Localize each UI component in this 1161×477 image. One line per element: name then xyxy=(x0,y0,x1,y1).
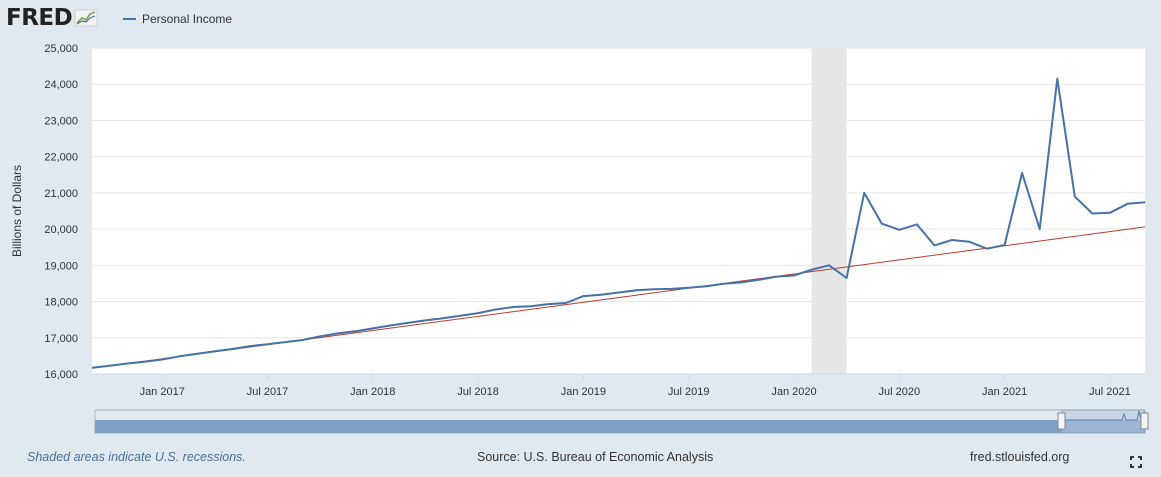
line-chart: 16,000 17,000 18,000 19,000 20,000 21,000 22,0… xyxy=(10,43,1149,434)
source-text: Source: U.S. Bureau of Economic Analysis xyxy=(477,450,714,464)
y-tick-label: 18,000 xyxy=(44,297,78,309)
recession-shade xyxy=(811,48,847,374)
x-tick-label: Jul 2020 xyxy=(879,386,921,398)
x-tick-label: Jan 2020 xyxy=(771,386,816,398)
y-axis-label: Billions of Dollars xyxy=(10,165,24,257)
trend-graph-icon xyxy=(74,9,98,27)
x-tick-label: Jan 2018 xyxy=(350,386,395,398)
x-tick-label: Jan 2017 xyxy=(140,386,185,398)
site-link[interactable]: fred.stlouisfed.org xyxy=(970,450,1070,464)
x-tick-label: Jul 2021 xyxy=(1089,386,1131,398)
y-tick-label: 17,000 xyxy=(44,333,78,345)
plot-area xyxy=(92,48,1145,374)
personal-income-line[interactable] xyxy=(91,77,1146,369)
legend-series-swatch xyxy=(123,18,136,20)
y-tick-label: 21,000 xyxy=(44,188,78,200)
y-tick-label: 16,000 xyxy=(44,369,78,381)
x-tick-label: Jan 2019 xyxy=(561,386,606,398)
y-tick-label: 19,000 xyxy=(44,260,78,272)
x-tick-label: Jul 2017 xyxy=(247,386,289,398)
fullscreen-icon[interactable] xyxy=(1130,456,1142,468)
navigator-left-handle[interactable] xyxy=(1057,412,1066,430)
y-tick-label: 24,000 xyxy=(44,79,78,91)
range-navigator[interactable] xyxy=(94,409,1149,434)
x-tick-label: Jul 2018 xyxy=(457,386,499,398)
y-tick-label: 25,000 xyxy=(44,43,78,55)
fred-logo[interactable]: FRED xyxy=(6,4,98,32)
fred-logo-text: FRED xyxy=(6,5,73,31)
navigator-right-handle[interactable] xyxy=(1140,412,1149,430)
recession-note: Shaded areas indicate U.S. recessions. xyxy=(27,450,246,464)
chart-legend[interactable]: Personal Income xyxy=(123,11,232,27)
y-tick-label: 23,000 xyxy=(44,115,78,127)
legend-series-label: Personal Income xyxy=(142,12,233,26)
x-tick-label: Jan 2021 xyxy=(982,386,1027,398)
x-tick-label: Jul 2019 xyxy=(668,386,710,398)
y-tick-label: 22,000 xyxy=(44,152,78,164)
navigator-selected-range[interactable] xyxy=(1061,409,1145,434)
y-tick-label: 20,000 xyxy=(44,224,78,236)
navigator-series-fill xyxy=(95,420,1145,433)
